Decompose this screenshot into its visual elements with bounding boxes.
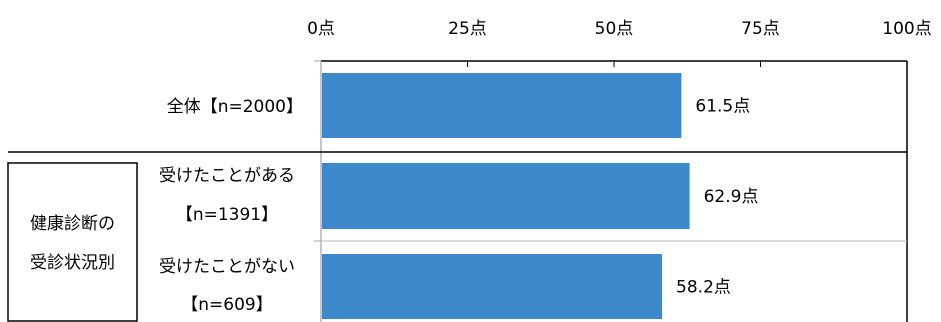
group-label: 健康診断の xyxy=(30,214,115,234)
category-label: 受けたことがない xyxy=(159,257,295,277)
bar xyxy=(322,73,682,138)
category-label: 【n=609】 xyxy=(181,295,272,315)
bar-value-label: 62.9点 xyxy=(704,187,759,207)
bar xyxy=(322,254,663,319)
x-tick-label: 100点 xyxy=(882,19,931,39)
category-label: 受けたことがある xyxy=(159,166,295,186)
category-label: 全体【n=2000】 xyxy=(167,97,303,117)
bars: 61.5点 62.9点 58.2点 xyxy=(322,73,758,319)
bar-value-label: 58.2点 xyxy=(676,278,731,298)
x-axis-ticks: 0点 25点 50点 75点 100点 xyxy=(307,19,932,39)
group-label: 受診状況別 xyxy=(30,253,115,273)
bar-value-label: 61.5点 xyxy=(695,97,750,117)
x-tick-label: 25点 xyxy=(448,19,487,39)
x-tick-label: 50点 xyxy=(595,19,634,39)
bar xyxy=(322,163,690,229)
group-box xyxy=(7,162,138,322)
x-tick-label: 75点 xyxy=(741,19,780,39)
category-labels: 全体【n=2000】受けたことがある【n=1391】受けたことがない【n=609… xyxy=(159,97,303,315)
chart-frame xyxy=(8,60,908,322)
x-tick-label: 0点 xyxy=(307,19,335,39)
category-label: 【n=1391】 xyxy=(176,205,278,225)
